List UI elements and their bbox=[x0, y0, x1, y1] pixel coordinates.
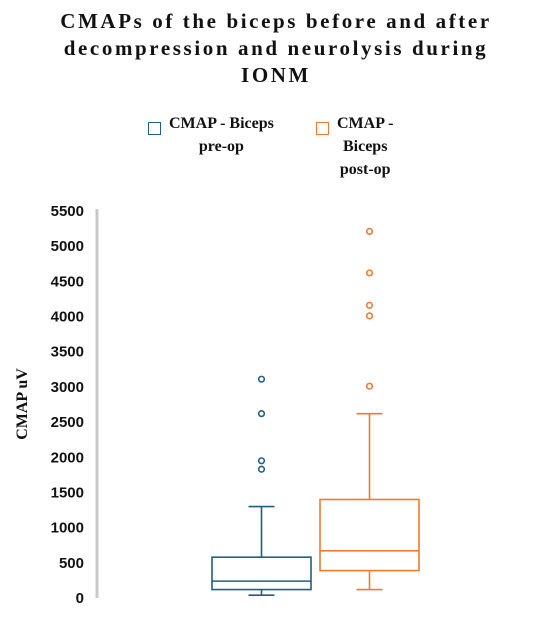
legend-item-pre-op: CMAP - Biceps pre-op bbox=[148, 112, 274, 158]
chart-title: CMAPs of the biceps before and after dec… bbox=[60, 9, 492, 87]
outlier-point bbox=[365, 227, 374, 236]
outlier-point bbox=[365, 312, 374, 320]
legend-swatch-pre-op bbox=[148, 122, 161, 135]
legend-label-pre-op: CMAP - Biceps pre-op bbox=[169, 115, 274, 155]
legend-item-post-op: CMAP - Biceps post-op bbox=[316, 112, 393, 181]
box-series bbox=[211, 227, 420, 596]
outlier-point bbox=[365, 269, 374, 277]
y-tick-label: 5500 bbox=[51, 203, 84, 220]
y-tick-label: 3500 bbox=[51, 344, 84, 361]
y-tick-label: 2500 bbox=[51, 414, 84, 431]
y-tick-label: 4000 bbox=[51, 309, 84, 326]
y-tick-label: 1500 bbox=[51, 484, 84, 501]
y-tick-label: 2000 bbox=[51, 449, 84, 466]
outlier-point bbox=[257, 465, 266, 473]
outlier-point bbox=[257, 410, 266, 418]
legend-swatch-post-op bbox=[316, 122, 329, 135]
outlier-point bbox=[365, 382, 374, 390]
y-tick-label: 0 bbox=[76, 590, 84, 607]
box-pre-op bbox=[211, 375, 312, 596]
y-tick-label: 500 bbox=[59, 555, 84, 572]
y-tick-label: 3000 bbox=[51, 379, 84, 396]
y-tick-label: 5000 bbox=[51, 238, 84, 255]
iqr-box bbox=[319, 498, 420, 572]
y-axis-ticks: 0 500 1000 1500 2000 2500 3000 3500 4000 4500 5000… bbox=[51, 203, 84, 607]
outlier-point bbox=[257, 457, 266, 465]
box-post-op bbox=[319, 227, 420, 591]
y-axis-label: CMAP uV bbox=[14, 368, 31, 440]
outlier-point bbox=[365, 301, 374, 309]
legend-label-post-op: CMAP - Biceps post-op bbox=[337, 115, 394, 178]
y-tick-label: 4500 bbox=[51, 273, 84, 290]
y-tick-label: 1000 bbox=[51, 520, 84, 537]
iqr-box bbox=[211, 556, 312, 591]
outlier-point bbox=[257, 375, 266, 383]
